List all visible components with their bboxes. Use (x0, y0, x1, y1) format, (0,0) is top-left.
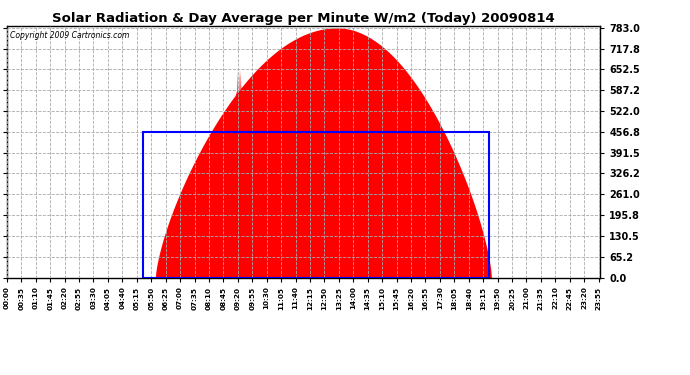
Text: Copyright 2009 Cartronics.com: Copyright 2009 Cartronics.com (10, 31, 129, 40)
Bar (143, 132, 489, 278)
Title: Solar Radiation & Day Average per Minute W/m2 (Today) 20090814: Solar Radiation & Day Average per Minute… (52, 12, 555, 25)
